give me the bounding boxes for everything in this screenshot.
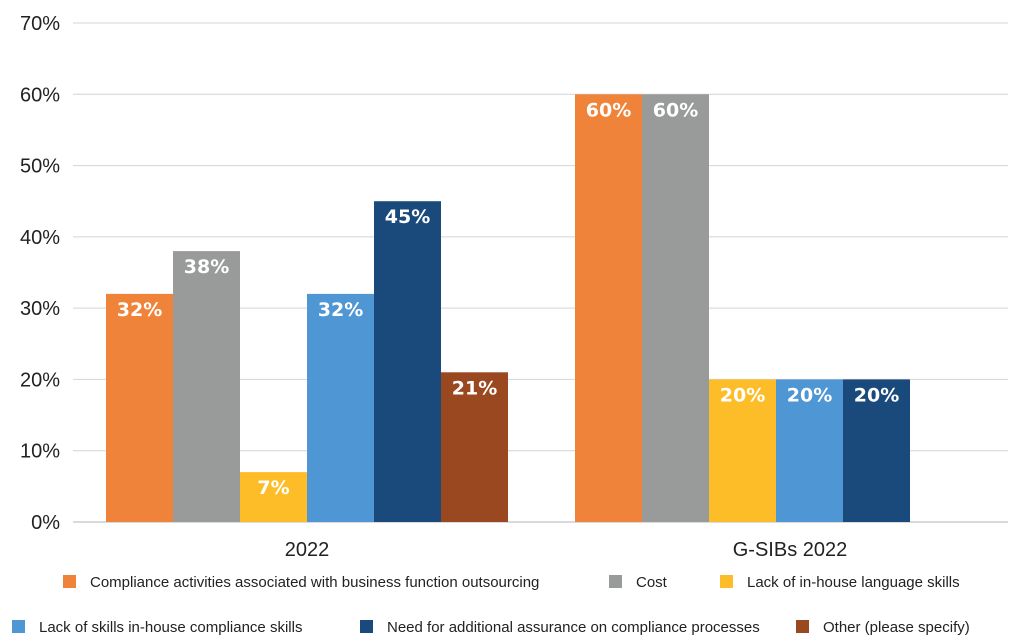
legend-label: Lack of in-house language skills: [747, 574, 960, 591]
legend-item: Compliance activities associated with bu…: [63, 574, 539, 591]
legend-label: Compliance activities associated with bu…: [90, 574, 539, 591]
data-label: 7%: [257, 477, 289, 499]
bar: [441, 372, 508, 522]
bar: [709, 379, 776, 522]
bars: [106, 94, 910, 523]
data-label: 38%: [184, 256, 229, 278]
legend-item: Lack of skills in-house compliance skill…: [12, 619, 302, 636]
legend-label: Other (please specify): [823, 619, 970, 636]
x-category-label: G-SIBs 2022: [733, 539, 848, 561]
legend-item: Need for additional assurance on complia…: [360, 619, 760, 636]
bar: [843, 379, 910, 522]
data-label: 60%: [586, 99, 631, 121]
legend-swatch: [720, 575, 733, 588]
bar: [307, 293, 374, 522]
legend-swatch: [796, 620, 809, 633]
bar: [173, 251, 240, 522]
y-tick-label: 70%: [20, 13, 60, 35]
data-label: 45%: [385, 206, 430, 228]
y-tick-label: 20%: [20, 369, 60, 391]
legend-label: Cost: [636, 574, 668, 591]
bar: [642, 94, 709, 523]
bar: [374, 201, 441, 522]
y-axis-ticks: 0% 10% 20% 30% 40% 50% 60% 70%: [20, 13, 60, 534]
bar: [776, 379, 843, 522]
y-tick-label: 40%: [20, 227, 60, 249]
data-label: 32%: [117, 299, 162, 321]
legend-swatch: [63, 575, 76, 588]
legend: Compliance activities associated with bu…: [12, 574, 970, 636]
bar: [240, 472, 307, 522]
y-tick-label: 0%: [31, 512, 60, 534]
legend-label: Need for additional assurance on complia…: [387, 619, 760, 636]
legend-swatch: [609, 575, 622, 588]
legend-item: Cost: [609, 574, 668, 591]
y-tick-label: 50%: [20, 156, 60, 178]
data-label: 32%: [318, 299, 363, 321]
data-label: 20%: [787, 384, 832, 406]
x-axis-categories: 2022 G-SIBs 2022: [285, 539, 848, 561]
x-category-label: 2022: [285, 539, 330, 561]
data-label: 20%: [854, 384, 899, 406]
data-label: 60%: [653, 99, 698, 121]
y-tick-label: 60%: [20, 84, 60, 106]
y-tick-label: 30%: [20, 298, 60, 320]
legend-swatch: [360, 620, 373, 633]
legend-label: Lack of skills in-house compliance skill…: [39, 619, 302, 636]
bar: [575, 94, 642, 523]
data-label: 21%: [452, 377, 497, 399]
legend-item: Other (please specify): [796, 619, 970, 636]
data-labels: 32% 38% 7% 32% 45% 21% 60% 60% 20% 20% 20%: [117, 99, 899, 499]
y-tick-label: 10%: [20, 441, 60, 463]
bar: [106, 293, 173, 522]
legend-swatch: [12, 620, 25, 633]
data-label: 20%: [720, 384, 765, 406]
legend-item: Lack of in-house language skills: [720, 574, 960, 591]
